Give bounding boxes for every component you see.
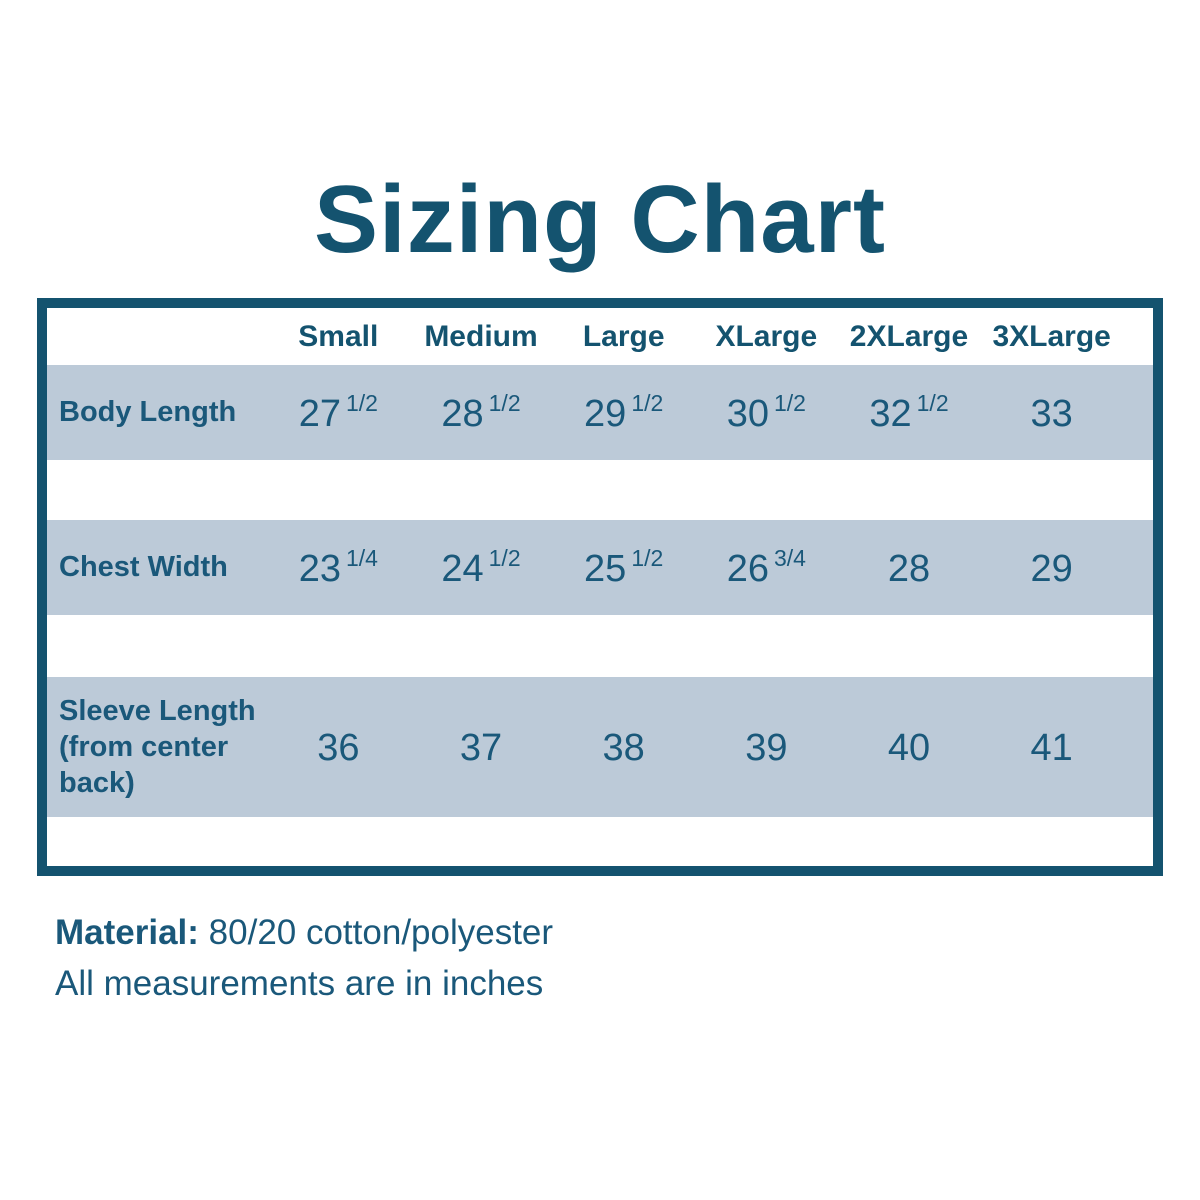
cell-body-length-3xlarge: 33 xyxy=(1030,392,1073,435)
column-header-large: Large xyxy=(582,319,665,353)
cell-sleeve-length-3xlarge: 41 xyxy=(1030,727,1073,769)
fraction: 1/2 xyxy=(916,389,949,416)
sizing-table: Small Medium Large XLarge 2XLarge 3XLarg… xyxy=(37,298,1163,876)
fraction: 1/2 xyxy=(488,544,521,571)
row-spacer xyxy=(47,460,1153,520)
row-label-chest-width: Chest Width xyxy=(59,551,228,584)
row-label-body-length: Body Length xyxy=(59,396,237,429)
fraction: 1/4 xyxy=(345,544,378,571)
cell-body-length-medium: 28 1/2 xyxy=(441,389,521,435)
fraction: 1/2 xyxy=(631,544,664,571)
column-header-xlarge: XLarge xyxy=(715,319,818,353)
table-row-body-length: Body Length 27 1/2 28 1/2 29 1/2 30 1/2 32 1/… xyxy=(47,365,1153,460)
row-spacer xyxy=(47,817,1153,866)
cell-body-length-small: 27 1/2 xyxy=(298,389,378,435)
row-spacer xyxy=(47,615,1153,677)
fraction: 1/2 xyxy=(488,389,521,416)
cell-chest-width-medium: 24 1/2 xyxy=(441,544,521,590)
row-label-sleeve-length: Sleeve Length (from center back) xyxy=(59,694,256,800)
material-value: 80/20 cotton/polyester xyxy=(198,913,554,952)
cell-sleeve-length-medium: 37 xyxy=(459,727,503,769)
cell-sleeve-length-xlarge: 39 xyxy=(745,727,788,769)
cell-chest-width-small: 23 1/4 xyxy=(298,544,378,590)
cell-chest-width-xlarge: 26 3/4 xyxy=(726,544,806,590)
fraction: 1/2 xyxy=(345,389,378,416)
cell-sleeve-length-2xlarge: 40 xyxy=(887,727,931,769)
cell-body-length-large: 29 1/2 xyxy=(584,389,664,435)
measurements-note: All measurements are in inches xyxy=(55,963,544,1003)
material-line: Material: 80/20 cotton/polyester xyxy=(55,908,1200,959)
cell-sleeve-length-small: 36 xyxy=(317,727,360,769)
footnotes: Material: 80/20 cotton/polyester All mea… xyxy=(55,908,1200,1010)
table-header-row: Small Medium Large XLarge 2XLarge 3XLarg… xyxy=(47,308,1153,365)
cell-chest-width-large: 25 1/2 xyxy=(584,544,664,590)
cell-body-length-2xlarge: 32 1/2 xyxy=(869,389,949,435)
column-header-medium: Medium xyxy=(424,319,538,353)
column-header-3xlarge: 3XLarge xyxy=(992,319,1111,353)
material-label: Material: xyxy=(55,913,199,952)
table-row-sleeve-length: Sleeve Length (from center back) 36 37 3… xyxy=(47,677,1153,817)
cell-sleeve-length-large: 38 xyxy=(602,727,645,769)
column-header-2xlarge: 2XLarge xyxy=(849,319,969,353)
fraction: 1/2 xyxy=(631,389,664,416)
page-title: Sizing Chart xyxy=(313,166,886,273)
column-header-small: Small xyxy=(298,319,379,353)
fraction: 1/2 xyxy=(773,389,806,416)
cell-chest-width-3xlarge: 29 xyxy=(1030,547,1073,590)
table-row-chest-width: Chest Width 23 1/4 24 1/2 25 1/2 26 3/4 28 2… xyxy=(47,520,1153,615)
fraction: 3/4 xyxy=(773,544,806,571)
cell-chest-width-2xlarge: 28 xyxy=(887,547,931,590)
cell-body-length-xlarge: 30 1/2 xyxy=(726,389,806,435)
